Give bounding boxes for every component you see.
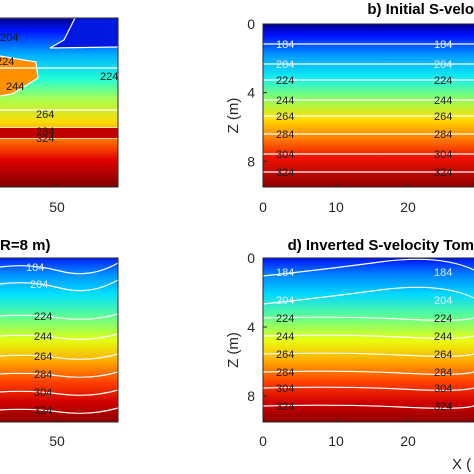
contour-label: 224 — [0, 56, 14, 68]
velocity-field — [263, 258, 474, 422]
x-tick-label: 20 — [400, 433, 416, 449]
contour-line — [262, 316, 474, 321]
high-velocity-band — [0, 128, 118, 138]
contour-label: 264 — [276, 349, 294, 361]
y-axis-label: Z (m) — [225, 98, 242, 134]
panel-title: R=8 m) — [0, 237, 50, 254]
contour-label: 324 — [276, 167, 294, 179]
y-axis-label: Z (m) — [225, 332, 242, 368]
contour-label: 224 — [100, 71, 118, 83]
panel-c: 184 204 224 244 264 284 304 324 50 R=8 m) — [0, 237, 119, 449]
contour-label: 264 — [34, 351, 52, 363]
contour-label: 184 — [434, 39, 452, 51]
x-axis-label: X ( — [452, 456, 471, 473]
x-tick-label: 20 — [400, 199, 416, 215]
contour-line — [262, 370, 474, 375]
contour-line — [0, 389, 119, 396]
contour-label: 264 — [434, 349, 452, 361]
contour-line — [262, 334, 474, 339]
contour-label: 184 — [434, 267, 452, 279]
axes-frame — [0, 17, 119, 188]
contour-line — [0, 333, 119, 340]
contour-line — [262, 404, 474, 409]
y-tick-label: 0 — [247, 250, 255, 266]
contour-line — [0, 371, 119, 378]
contour-line — [0, 313, 119, 320]
contour-label: 324 — [276, 401, 294, 413]
y-tick-label: 8 — [247, 388, 255, 404]
contour-label: 284 — [36, 126, 54, 138]
y-tick-label: 0 — [247, 16, 255, 32]
contour-label: 224 — [434, 313, 452, 325]
contour-line — [262, 386, 474, 391]
contour-line — [0, 262, 119, 275]
contour-label: 324 — [36, 133, 54, 145]
contour-line — [262, 352, 474, 357]
contour-label: 224 — [276, 75, 294, 87]
contour-label: 184 — [276, 267, 294, 279]
panel-title: d) Inverted S-velocity Tom — [288, 237, 474, 254]
x-tick-label: 50 — [49, 433, 65, 449]
contour-label: 204 — [0, 32, 18, 44]
axes-frame — [0, 257, 119, 423]
contour-label: 324 — [434, 167, 452, 179]
anomaly-body — [0, 56, 38, 96]
velocity-field — [263, 24, 474, 187]
contour-label: 244 — [276, 95, 294, 107]
y-tick-label: 8 — [247, 153, 255, 169]
contour-label: 224 — [34, 311, 52, 323]
contour-label: 304 — [34, 387, 52, 399]
contour-label: 304 — [276, 383, 294, 395]
contour-label: 304 — [434, 149, 452, 161]
contour-label: 284 — [276, 129, 294, 141]
contour-label: 204 — [30, 279, 48, 291]
contour-label: 224 — [276, 313, 294, 325]
x-tick-label: 10 — [328, 199, 344, 215]
contour-label: 264 — [276, 111, 294, 123]
y-tick-label: 4 — [247, 319, 255, 335]
contour-line — [0, 55, 39, 97]
y-tick-label: 4 — [247, 85, 255, 101]
contour-label: 284 — [34, 369, 52, 381]
contour-label: 244 — [434, 95, 452, 107]
contour-label: 284 — [434, 367, 452, 379]
contour-label: 204 — [434, 295, 452, 307]
contour-label: 204 — [434, 59, 452, 71]
x-tick-label: 50 — [49, 199, 65, 215]
contour-line — [0, 353, 119, 360]
contour-line — [0, 407, 119, 414]
contour-line — [262, 258, 474, 277]
contour-label: 204 — [276, 295, 294, 307]
contour-label: 264 — [36, 109, 54, 121]
contour-label: 324 — [34, 405, 52, 417]
contour-label: 244 — [34, 331, 52, 343]
shallow-layer — [0, 18, 118, 48]
contour-label: 184 — [26, 262, 44, 274]
contour-label: 324 — [434, 401, 452, 413]
x-tick-label: 0 — [259, 199, 267, 215]
contour-label: 244 — [276, 331, 294, 343]
contour-label: 284 — [276, 367, 294, 379]
contour-label: 304 — [434, 383, 452, 395]
contour-line — [262, 286, 474, 305]
contour-line — [0, 279, 119, 292]
contour-label: 204 — [276, 59, 294, 71]
contour-label: 184 — [276, 39, 294, 51]
axes-frame — [262, 23, 474, 188]
contour-label: 304 — [276, 149, 294, 161]
contour-label: 244 — [434, 331, 452, 343]
contour-label: 224 — [434, 75, 452, 87]
contour-label: 264 — [434, 111, 452, 123]
x-tick-label: 10 — [328, 433, 344, 449]
axes-frame — [262, 257, 474, 423]
x-tick-label: 0 — [259, 433, 267, 449]
contour-label: 244 — [6, 81, 24, 93]
panel-title: b) Initial S-velo — [367, 1, 474, 18]
contour-label: 284 — [434, 129, 452, 141]
